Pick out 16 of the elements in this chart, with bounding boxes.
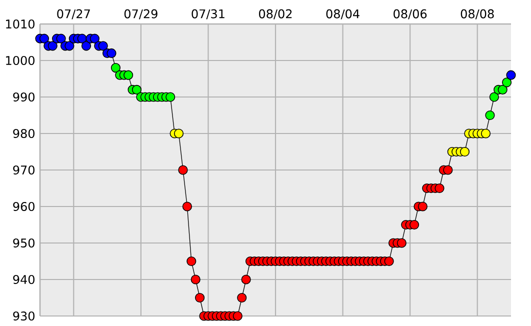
x-tick-label: 07/27 — [57, 9, 90, 20]
y-tick-label: 980 — [13, 128, 34, 138]
x-tick-label: 08/06 — [394, 9, 427, 20]
y-tick-label: 1000 — [6, 56, 34, 66]
x-tick-label: 08/02 — [259, 9, 292, 20]
y-tick-label: 970 — [13, 165, 34, 175]
x-tick-label: 08/08 — [460, 9, 494, 20]
x-tick-label: 07/29 — [124, 9, 158, 20]
x-tick-label: 07/31 — [192, 9, 224, 20]
y-tick-label: 960 — [13, 202, 34, 212]
y-tick-label: 1010 — [6, 19, 34, 29]
y-tick-label: 930 — [13, 311, 34, 321]
y-tick-label: 990 — [13, 92, 34, 102]
y-tick-label: 940 — [13, 274, 34, 284]
y-tick-label: 950 — [13, 238, 34, 248]
x-tick-label: 08/04 — [326, 9, 360, 20]
